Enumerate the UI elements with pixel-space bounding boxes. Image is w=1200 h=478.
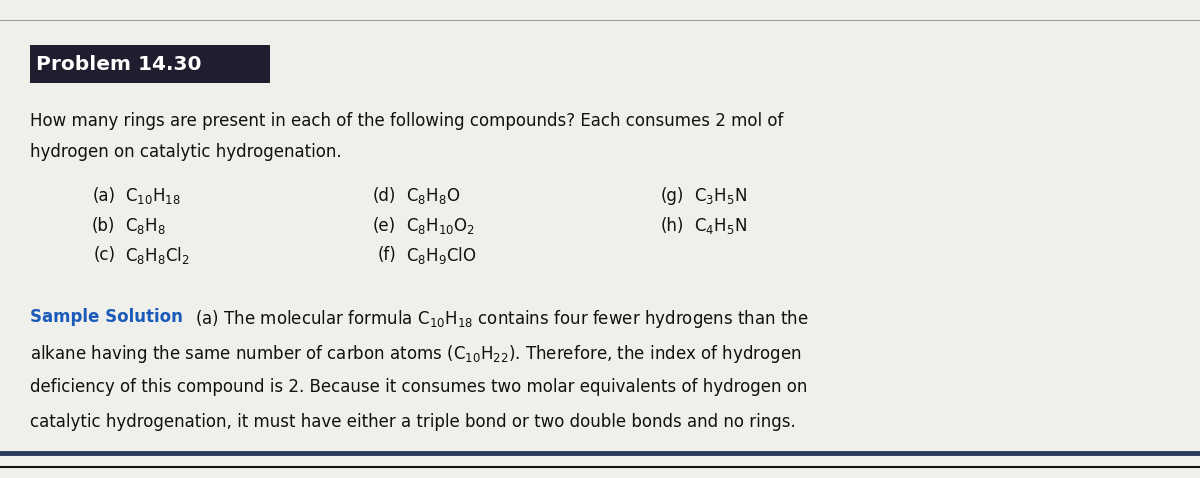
Text: C$_3$H$_5$N: C$_3$H$_5$N <box>694 186 746 206</box>
Text: (g): (g) <box>661 187 684 205</box>
Text: C$_8$H$_8$Cl$_2$: C$_8$H$_8$Cl$_2$ <box>125 245 190 266</box>
Text: C$_8$H$_9$ClO: C$_8$H$_9$ClO <box>406 245 476 266</box>
FancyBboxPatch shape <box>30 45 270 83</box>
Text: C$_8$H$_8$O: C$_8$H$_8$O <box>406 186 460 206</box>
Text: C$_8$H$_{10}$O$_2$: C$_8$H$_{10}$O$_2$ <box>406 216 475 236</box>
Text: (f): (f) <box>377 246 396 264</box>
Text: Problem 14.30: Problem 14.30 <box>36 54 202 74</box>
Text: Sample Solution: Sample Solution <box>30 308 182 326</box>
Text: C$_8$H$_8$: C$_8$H$_8$ <box>125 216 166 236</box>
Text: (h): (h) <box>661 217 684 235</box>
Text: C$_{10}$H$_{18}$: C$_{10}$H$_{18}$ <box>125 186 180 206</box>
Text: (a): (a) <box>92 187 115 205</box>
Text: (d): (d) <box>373 187 396 205</box>
Text: (e): (e) <box>373 217 396 235</box>
Text: catalytic hydrogenation, it must have either a triple bond or two double bonds a: catalytic hydrogenation, it must have ei… <box>30 413 796 431</box>
Text: (a) The molecular formula C$_{10}$H$_{18}$ contains four fewer hydrogens than th: (a) The molecular formula C$_{10}$H$_{18… <box>190 308 809 330</box>
Text: C$_4$H$_5$N: C$_4$H$_5$N <box>694 216 746 236</box>
Text: (b): (b) <box>92 217 115 235</box>
Text: alkane having the same number of carbon atoms (C$_{10}$H$_{22}$). Therefore, the: alkane having the same number of carbon … <box>30 343 802 365</box>
Text: (c): (c) <box>94 246 115 264</box>
Text: deficiency of this compound is 2. Because it consumes two molar equivalents of h: deficiency of this compound is 2. Becaus… <box>30 378 808 396</box>
Text: How many rings are present in each of the following compounds? Each consumes 2 m: How many rings are present in each of th… <box>30 112 784 130</box>
Text: hydrogen on catalytic hydrogenation.: hydrogen on catalytic hydrogenation. <box>30 143 342 162</box>
